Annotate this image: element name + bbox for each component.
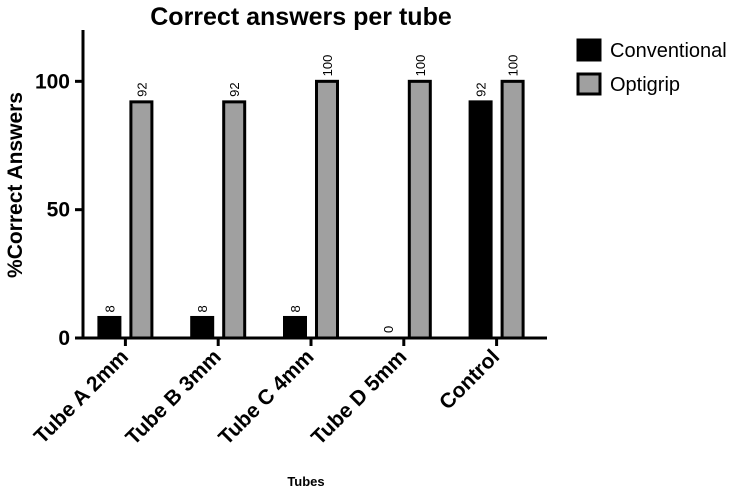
- bar-optigrip: [315, 79, 339, 340]
- legend-swatch: [576, 38, 602, 62]
- y-tick-label: 50: [47, 199, 70, 222]
- data-label: 92: [474, 82, 489, 96]
- y-tick-label: 0: [58, 327, 70, 350]
- x-tick-label: Tube C 4mm: [214, 345, 318, 449]
- legend-label: Optigrip: [610, 74, 680, 96]
- legend-swatch: [576, 72, 602, 96]
- legend-label: Conventional: [610, 40, 727, 62]
- bar-conventional: [283, 315, 307, 340]
- bar-conventional: [468, 100, 493, 340]
- bar-optigrip: [129, 100, 154, 340]
- data-label: 8: [102, 305, 117, 312]
- data-label: 0: [381, 326, 396, 333]
- y-tick-label: 100: [35, 70, 70, 93]
- data-label: 8: [288, 305, 303, 312]
- x-axis-label: Tubes: [287, 474, 324, 489]
- data-label: 92: [227, 82, 242, 96]
- y-axis-label: %Correct Answers: [4, 92, 27, 278]
- bars: [97, 79, 525, 340]
- chart-title: Correct answers per tube: [150, 3, 452, 31]
- data-label: 8: [195, 305, 210, 312]
- data-labels: 8 92 8 92 8 100 0 100 92 100: [102, 55, 520, 333]
- x-tick-label: Tube B 3mm: [121, 345, 225, 449]
- x-tick-label: Control: [435, 345, 504, 414]
- bar-optigrip: [500, 79, 525, 340]
- bar-conventional: [190, 315, 215, 340]
- legend: Conventional Optigrip: [576, 38, 727, 96]
- data-label: 100: [506, 55, 521, 77]
- bar-conventional: [97, 315, 122, 340]
- data-label: 100: [320, 55, 335, 77]
- bar-optigrip: [222, 100, 247, 340]
- x-tick-label: Tube D 5mm: [307, 345, 411, 449]
- data-label: 100: [413, 55, 428, 77]
- x-tick-label: Tube A 2mm: [30, 345, 133, 448]
- bar-optigrip: [407, 79, 432, 340]
- data-label: 92: [134, 82, 149, 96]
